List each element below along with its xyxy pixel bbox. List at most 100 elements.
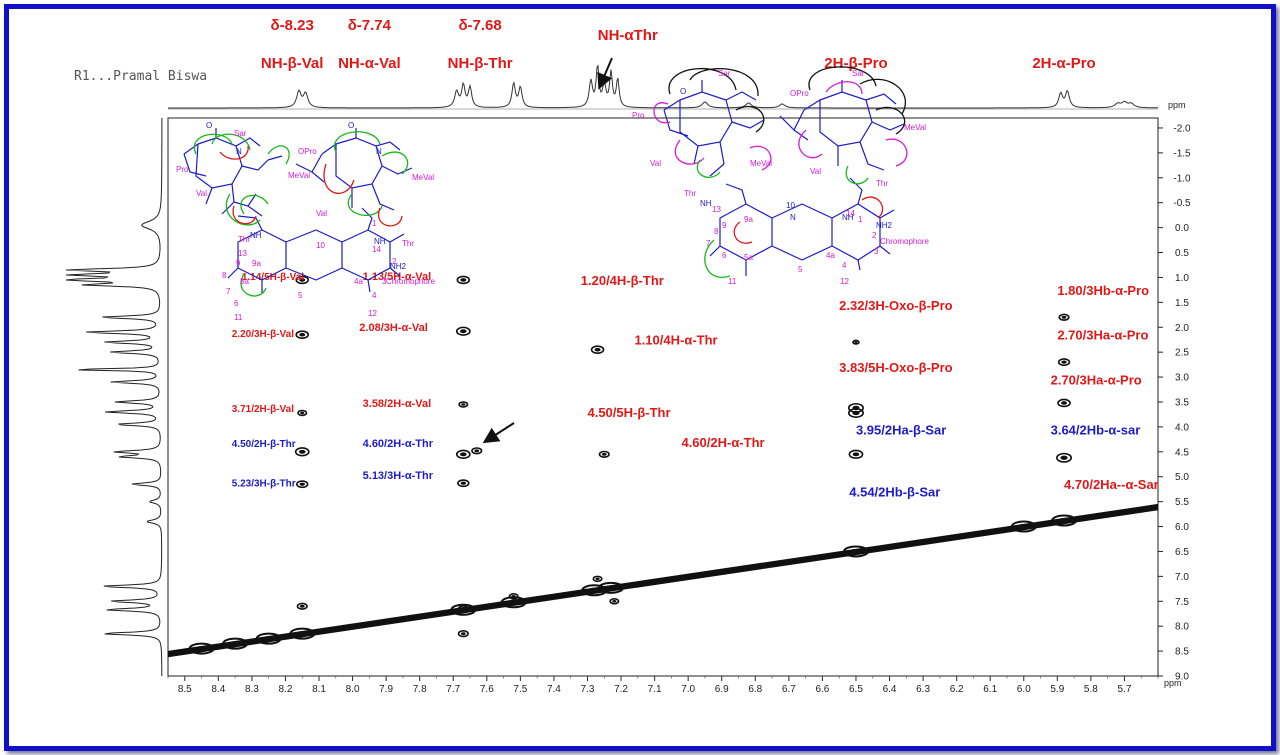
diagonal-contour — [167, 508, 1159, 658]
cross-peak-core — [594, 347, 601, 352]
x-axis: 8.5 8.4 8.3 8.2 8.1 8.0 7.9 7.8 7.7 7.6 7.5 7.4 7.3 7… — [167, 676, 1159, 695]
x-tick-label: 7.1 — [648, 684, 662, 695]
cross-peak — [848, 449, 864, 459]
cross-peak — [847, 407, 864, 418]
cross-peak-core — [1061, 360, 1067, 364]
structure-left-label: NH — [374, 237, 386, 246]
y-tick-label: 0.5 — [1175, 248, 1189, 259]
peak-annotation: 3.95/2Ha-β-Sar — [856, 422, 946, 437]
top-1d-projection — [168, 64, 1158, 110]
cross-peak-core — [460, 607, 466, 611]
peak-annotation: 5.13/3H-α-Thr — [363, 470, 434, 482]
cross-peak-core — [1061, 401, 1068, 405]
cross-peak — [457, 479, 470, 488]
structure-right-label: 9a — [744, 215, 753, 224]
peak-annotation: 1.10/4H-α-Thr — [634, 333, 717, 348]
structure-left-label: 13 — [238, 249, 247, 258]
structure-right-label: Sar — [718, 69, 731, 78]
structure-right-label: 12 — [840, 277, 849, 286]
y-tick-label: -1.5 — [1173, 148, 1191, 159]
peak-annotation: 3.83/5H-Oxo-β-Pro — [839, 360, 952, 375]
diagonal-peak — [1010, 520, 1037, 533]
x-tick-label: 7.7 — [446, 684, 460, 695]
cross-peak-core — [601, 452, 607, 456]
structure-left-label: 8 — [222, 271, 227, 280]
structure-right-label: Pro — [632, 111, 645, 120]
top-label-nhbv: NH-β-Val — [261, 55, 324, 72]
y-tick-label: 8.0 — [1175, 622, 1189, 633]
cross-peak — [297, 409, 308, 417]
cross-peak — [1057, 398, 1071, 408]
structure-right-label: OPro — [790, 89, 809, 98]
diagonal-peak — [597, 581, 624, 594]
top-label-d823: δ-8.23 — [271, 17, 314, 34]
diagonal-peak — [188, 642, 215, 655]
cross-peak-core — [612, 600, 617, 603]
structure-right-label: NH — [700, 199, 712, 208]
structure-left-label: 14 — [372, 245, 381, 254]
top-label-nhav: NH-α-Val — [338, 55, 401, 72]
x-tick-label: 6.9 — [715, 684, 729, 695]
x-tick-label: 6.5 — [849, 684, 863, 695]
structure-right-label: Thr — [684, 189, 696, 198]
diagonal-peak-core — [229, 641, 242, 647]
structure-right-label: 3 — [874, 247, 879, 256]
molecular-structure-right: Sar Sar Pro OPro MeVal MeVal Val Val Thr Thr Chrom… — [632, 66, 929, 286]
diagonal-contour — [167, 507, 1159, 657]
top-ppm-unit: ppm — [1168, 100, 1186, 110]
nh-athr-arrow — [597, 57, 613, 90]
peak-annotation: 2.70/3Ha-α-Pro — [1057, 328, 1148, 343]
y-tick-label: 2.5 — [1175, 348, 1189, 359]
structure-right-label: 5 — [798, 265, 803, 274]
structure-right-label: Sar — [852, 69, 865, 78]
peak-annotation: 2.20/3H-β-Val — [232, 329, 294, 340]
diagonal-peak-core — [1017, 524, 1030, 530]
peak-annotation: 4.54/2Hb-β-Sar — [849, 485, 940, 500]
structure-right-label: 4 — [842, 261, 847, 270]
x-tick-label: 6.2 — [950, 684, 964, 695]
x-tick-label: 8.2 — [279, 684, 293, 695]
structure-right-label: Val — [650, 159, 661, 168]
structure-left-label: 3 — [382, 277, 387, 286]
y-tick-label: 6.5 — [1175, 547, 1189, 558]
cross-peak — [598, 450, 610, 458]
cross-peak — [455, 326, 471, 336]
structure-right-label: NH — [842, 213, 854, 222]
cross-peak — [296, 480, 309, 489]
cross-peak — [455, 449, 471, 459]
diagonal-peak — [222, 637, 249, 650]
peak-annotation: 4.50/2H-β-Thr — [232, 439, 296, 450]
y-tick-label: 3.0 — [1175, 373, 1189, 384]
cross-peak-core — [595, 577, 600, 581]
y-tick-label: -2.0 — [1173, 123, 1191, 134]
x-tick-label: 6.8 — [748, 684, 762, 695]
cross-peak — [1057, 358, 1071, 367]
peak-annotation: 3.64/2Hb-α-sar — [1051, 422, 1141, 437]
structure-left-label: Chromophore — [386, 277, 435, 286]
y-tick-label: -1.0 — [1173, 173, 1191, 184]
structure-left-label: 8a — [240, 277, 249, 286]
diagonal-peak — [255, 632, 282, 645]
structure-left-label: O — [206, 121, 212, 130]
structure-left-label: 10 — [316, 241, 325, 250]
structure-right-label: Thr — [876, 179, 888, 188]
cross-peak-core — [460, 329, 467, 334]
cross-peak-core — [299, 332, 306, 337]
structure-right-label: 13 — [712, 205, 721, 214]
structure-right-label: Chromophore — [880, 237, 929, 246]
structure-left-label: N — [236, 147, 242, 156]
structure-right-label: 1 — [858, 215, 863, 224]
x-tick-label: 8.0 — [346, 684, 360, 695]
diagonal-peak — [1051, 514, 1078, 527]
top-spectrum-trace — [168, 64, 1158, 109]
cross-peak — [295, 275, 310, 285]
beta-thr-arrow — [482, 422, 515, 444]
cross-peaks — [294, 275, 1073, 638]
peak-annotation: 2.70/3Ha-α-Pro — [1051, 373, 1142, 388]
cross-peak-core — [852, 452, 860, 457]
peak-annotation: 4.70/2Ha--α-Sar — [1064, 477, 1159, 492]
x-tick-label: 7.3 — [581, 684, 595, 695]
peak-annotation: 4.60/2H-α-Thr — [363, 438, 434, 450]
diagonal-peak-core — [507, 599, 520, 605]
sample-label: R1...Pramal Biswa — [74, 69, 207, 84]
